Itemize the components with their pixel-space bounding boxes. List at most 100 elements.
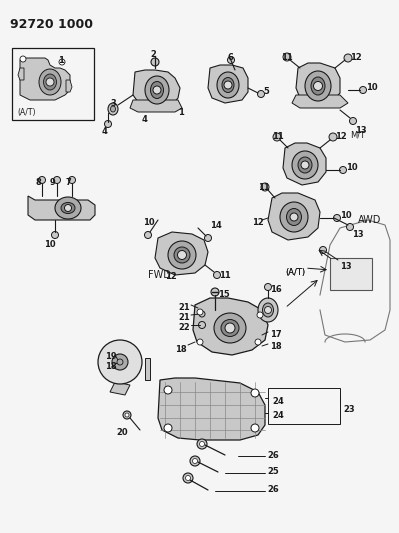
Text: 12: 12	[350, 53, 362, 62]
Circle shape	[198, 321, 205, 328]
Text: 5: 5	[263, 87, 269, 96]
Polygon shape	[208, 65, 248, 103]
Ellipse shape	[61, 203, 75, 214]
Text: AWD: AWD	[358, 215, 381, 225]
Text: 13: 13	[340, 262, 352, 271]
Circle shape	[197, 339, 203, 345]
Circle shape	[164, 386, 172, 394]
Circle shape	[251, 424, 259, 432]
Circle shape	[38, 176, 45, 183]
Circle shape	[255, 339, 261, 345]
Text: 10: 10	[44, 240, 56, 249]
Circle shape	[344, 54, 352, 62]
Circle shape	[59, 59, 65, 65]
Text: 1: 1	[178, 108, 184, 117]
Ellipse shape	[311, 77, 325, 95]
Ellipse shape	[292, 151, 318, 179]
Text: 17: 17	[270, 330, 282, 339]
Polygon shape	[193, 298, 268, 355]
Ellipse shape	[98, 340, 142, 384]
Circle shape	[125, 413, 129, 417]
Ellipse shape	[298, 157, 312, 173]
Text: 24: 24	[272, 397, 284, 406]
Circle shape	[117, 359, 123, 365]
Ellipse shape	[221, 319, 239, 336]
Circle shape	[112, 354, 128, 370]
Text: 4: 4	[102, 127, 108, 136]
Circle shape	[224, 81, 232, 89]
Circle shape	[257, 91, 265, 98]
Polygon shape	[292, 95, 348, 108]
Circle shape	[211, 288, 219, 296]
Text: 13: 13	[352, 230, 363, 239]
Ellipse shape	[217, 72, 239, 98]
Text: 10: 10	[366, 84, 377, 93]
Polygon shape	[66, 80, 72, 92]
Circle shape	[225, 323, 235, 333]
Text: 18: 18	[175, 345, 187, 354]
Circle shape	[192, 458, 198, 464]
Circle shape	[273, 133, 281, 141]
Polygon shape	[130, 100, 182, 112]
Text: 9: 9	[50, 178, 56, 187]
Bar	[145, 358, 150, 380]
Text: (A/T): (A/T)	[285, 268, 305, 277]
Circle shape	[53, 176, 61, 183]
Circle shape	[283, 53, 291, 61]
Bar	[268, 388, 340, 424]
Text: 21: 21	[178, 313, 190, 322]
Text: 8: 8	[35, 178, 41, 187]
Polygon shape	[283, 143, 326, 185]
Circle shape	[65, 205, 71, 212]
Ellipse shape	[305, 71, 331, 101]
Text: 12: 12	[252, 218, 264, 227]
Text: M/T: M/T	[350, 130, 365, 139]
Text: 10: 10	[346, 164, 358, 173]
Circle shape	[340, 166, 346, 174]
Ellipse shape	[55, 197, 81, 219]
Text: 18: 18	[105, 362, 117, 371]
Circle shape	[257, 312, 263, 318]
Circle shape	[178, 251, 186, 260]
Circle shape	[301, 161, 309, 169]
Text: 12: 12	[335, 132, 347, 141]
Text: 26: 26	[267, 450, 279, 459]
Circle shape	[227, 56, 235, 63]
Text: 2: 2	[150, 50, 156, 59]
Circle shape	[46, 78, 54, 86]
Circle shape	[350, 117, 356, 125]
Bar	[12, 48, 94, 120]
Text: (A/T): (A/T)	[17, 108, 36, 117]
Text: 11: 11	[258, 183, 270, 192]
Text: 18: 18	[270, 342, 282, 351]
Text: 19: 19	[105, 352, 117, 361]
Text: 16: 16	[270, 285, 282, 294]
Text: 21: 21	[178, 303, 190, 312]
Circle shape	[320, 246, 326, 254]
Circle shape	[261, 183, 269, 191]
Text: 20: 20	[116, 428, 128, 437]
Ellipse shape	[145, 76, 169, 104]
Ellipse shape	[280, 202, 308, 232]
Polygon shape	[110, 382, 130, 395]
Text: 22: 22	[178, 323, 190, 332]
Circle shape	[164, 424, 172, 432]
Ellipse shape	[43, 74, 57, 90]
Text: 11: 11	[219, 271, 231, 279]
Circle shape	[51, 231, 59, 238]
Circle shape	[153, 86, 161, 94]
Circle shape	[69, 176, 75, 183]
Circle shape	[105, 120, 111, 127]
Ellipse shape	[108, 103, 118, 115]
Ellipse shape	[174, 247, 190, 263]
Polygon shape	[158, 378, 265, 440]
Text: 10: 10	[143, 218, 155, 227]
Circle shape	[200, 441, 205, 447]
Polygon shape	[335, 262, 350, 282]
Circle shape	[251, 389, 259, 397]
Text: 26: 26	[267, 486, 279, 495]
Text: 15: 15	[218, 290, 230, 299]
Text: 14: 14	[210, 222, 222, 230]
Ellipse shape	[286, 208, 302, 225]
Text: 3: 3	[110, 99, 116, 108]
